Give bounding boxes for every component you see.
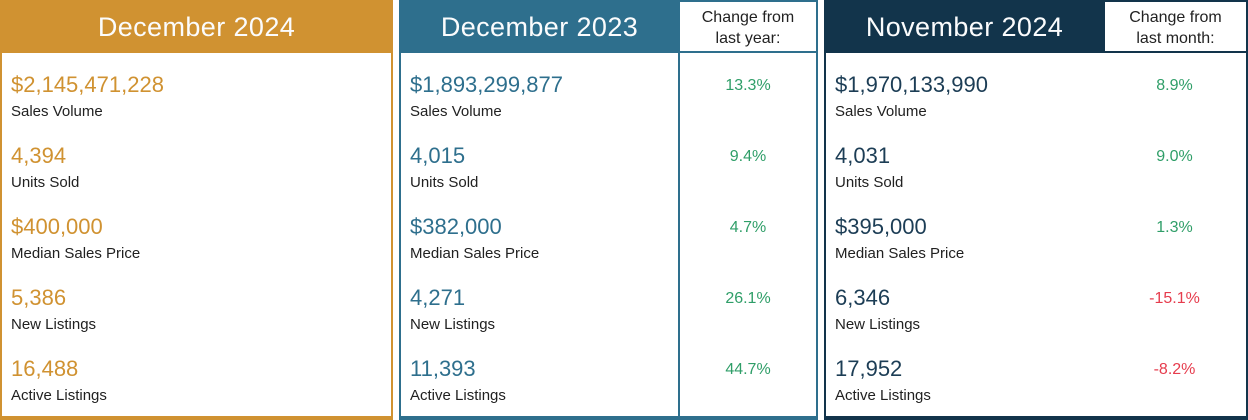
change-value-new-listings: 26.1% (725, 290, 771, 307)
panel-title: December 2024 (2, 2, 391, 53)
change-column-header: Change from last year: (678, 2, 816, 53)
metric-row-active-listings: 17,952 Active Listings (835, 343, 1103, 414)
metric-row-sales-volume: $1,970,133,990 Sales Volume (835, 59, 1103, 130)
change-column-header: Change from last month: (1103, 2, 1246, 53)
metric-value: 4,031 (835, 143, 891, 168)
metric-row-median-sales-price: $382,000 Median Sales Price (410, 201, 678, 272)
change-column: 8.9% 9.0% 1.3% -15.1% -8.2% (1103, 53, 1246, 416)
metric-row-units-sold: 4,015 Units Sold (410, 130, 678, 201)
panel-prior-year-body: $1,893,299,877 Sales Volume 4,015 Units … (401, 53, 816, 416)
panel-title: November 2024 (826, 2, 1103, 53)
change-column: 13.3% 9.4% 4.7% 26.1% 44.7% (678, 53, 816, 416)
metric-value: 4,271 (410, 285, 466, 310)
metric-value: 5,386 (11, 285, 67, 310)
metric-value: $400,000 (11, 214, 103, 239)
metric-value: $1,970,133,990 (835, 72, 988, 97)
metric-row-units-sold: 4,031 Units Sold (835, 130, 1103, 201)
metric-value: 6,346 (835, 285, 891, 310)
panel-prior-year-header: December 2023 Change from last year: (401, 2, 816, 53)
change-value-sales-volume: 8.9% (1156, 77, 1193, 94)
change-value-active-listings: -8.2% (1153, 361, 1196, 378)
metric-value: 11,393 (410, 356, 476, 381)
panel-title: December 2023 (401, 2, 678, 53)
metric-value: 16,488 (11, 356, 79, 381)
panel-prior-year: December 2023 Change from last year: $1,… (399, 0, 818, 420)
metric-value: $2,145,471,228 (11, 72, 164, 97)
metric-label: Median Sales Price (410, 245, 540, 262)
metric-label: New Listings (410, 316, 496, 333)
metric-value: $1,893,299,877 (410, 72, 563, 97)
metric-label: Sales Volume (835, 103, 927, 120)
panel-current-month: December 2024 $2,145,471,228 Sales Volum… (0, 0, 393, 420)
metric-row-units-sold: 4,394 Units Sold (11, 130, 391, 201)
change-value-sales-volume: 13.3% (725, 77, 771, 94)
metric-row-active-listings: 11,393 Active Listings (410, 343, 678, 414)
metric-label: Sales Volume (410, 103, 502, 120)
change-value-units-sold: 9.4% (729, 148, 767, 165)
metric-list: $2,145,471,228 Sales Volume 4,394 Units … (2, 53, 391, 416)
metric-label: Sales Volume (11, 103, 103, 120)
metric-label: Active Listings (410, 387, 506, 404)
metric-label: Median Sales Price (835, 245, 965, 262)
metric-row-new-listings: 5,386 New Listings (11, 272, 391, 343)
metric-label: Units Sold (410, 174, 479, 191)
metric-row-new-listings: 6,346 New Listings (835, 272, 1103, 343)
metric-value: 4,015 (410, 143, 466, 168)
metric-label: Units Sold (11, 174, 80, 191)
metric-label: Units Sold (835, 174, 904, 191)
metric-list: $1,893,299,877 Sales Volume 4,015 Units … (401, 53, 678, 416)
metric-label: New Listings (11, 316, 97, 333)
panel-current-month-header: December 2024 (2, 2, 391, 53)
metric-label: Active Listings (11, 387, 107, 404)
metric-label: Active Listings (835, 387, 931, 404)
change-value-median-sales-price: 1.3% (1156, 219, 1193, 236)
panel-prior-month: November 2024 Change from last month: $1… (824, 0, 1248, 420)
metric-row-new-listings: 4,271 New Listings (410, 272, 678, 343)
metric-label: New Listings (835, 316, 921, 333)
panel-prior-month-header: November 2024 Change from last month: (826, 2, 1246, 53)
metric-row-active-listings: 16,488 Active Listings (11, 343, 391, 414)
change-value-active-listings: 44.7% (725, 361, 771, 378)
panel-prior-month-body: $1,970,133,990 Sales Volume 4,031 Units … (826, 53, 1246, 416)
change-value-units-sold: 9.0% (1156, 148, 1193, 165)
metric-row-median-sales-price: $400,000 Median Sales Price (11, 201, 391, 272)
metric-label: Median Sales Price (11, 245, 141, 262)
panel-current-month-body: $2,145,471,228 Sales Volume 4,394 Units … (2, 53, 391, 416)
metric-value: $382,000 (410, 214, 502, 239)
metric-row-sales-volume: $2,145,471,228 Sales Volume (11, 59, 391, 130)
change-value-new-listings: -15.1% (1149, 290, 1200, 307)
metric-value: 4,394 (11, 143, 67, 168)
change-value-median-sales-price: 4.7% (729, 219, 767, 236)
metric-value: 17,952 (835, 356, 903, 381)
metric-row-median-sales-price: $395,000 Median Sales Price (835, 201, 1103, 272)
metric-value: $395,000 (835, 214, 927, 239)
metric-list: $1,970,133,990 Sales Volume 4,031 Units … (826, 53, 1103, 416)
metric-row-sales-volume: $1,893,299,877 Sales Volume (410, 59, 678, 130)
